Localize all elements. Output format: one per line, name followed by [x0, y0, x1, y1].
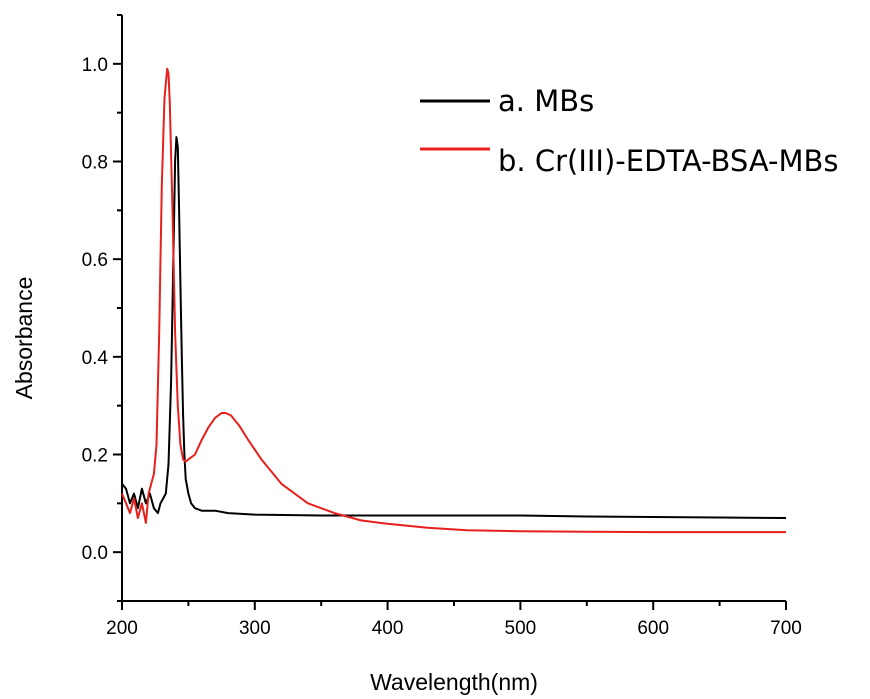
- y-tick-label: 1.0: [82, 55, 108, 76]
- y-axis-title: Absorbance: [11, 277, 37, 400]
- x-tick-label: 500: [505, 618, 537, 639]
- y-tick-label: 0.8: [82, 153, 108, 174]
- x-tick-label: 200: [106, 618, 138, 639]
- y-tick-label: 0.0: [82, 543, 108, 564]
- legend: a. MBs b. Cr(III)-EDTA-BSA-MBs: [420, 84, 839, 178]
- x-tick-label: 400: [372, 618, 404, 639]
- y-tick-label: 0.4: [82, 348, 109, 369]
- series-line-cr-edta-bsa-mbs: [121, 67, 786, 534]
- x-tick-label: 600: [637, 618, 669, 639]
- x-tick-label: 700: [770, 618, 802, 639]
- x-tick-label: 300: [239, 618, 271, 639]
- series-layer: [121, 67, 787, 534]
- series-line-mbs: [121, 136, 787, 519]
- legend-label-mbs: a. MBs: [498, 84, 594, 118]
- axes: 200 300 400 500 600 700 0.0 0.2 0.4 0.6 0.8 1.0: [82, 14, 802, 639]
- legend-label-cr-edta-bsa-mbs: b. Cr(III)-EDTA-BSA-MBs: [498, 144, 839, 178]
- y-tick-label: 0.2: [82, 446, 108, 467]
- x-axis-title: Wavelength(nm): [370, 669, 538, 695]
- y-tick-label: 0.6: [82, 250, 108, 271]
